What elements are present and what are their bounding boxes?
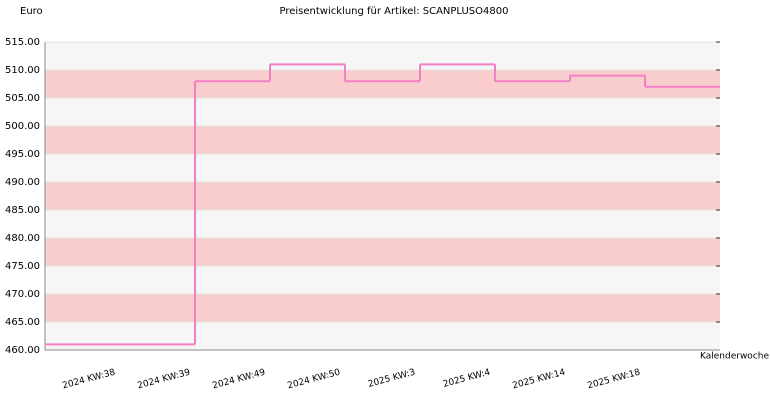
y-tick-label: 500.00: [5, 121, 40, 132]
y-axis-label: Euro: [20, 6, 43, 17]
chart-title: Preisentwicklung für Artikel: SCANPLUSO4…: [280, 6, 509, 17]
y-tick-label: 470.00: [5, 289, 40, 300]
y-tick-label: 510.00: [5, 65, 40, 76]
y-tick-label: 460.00: [5, 345, 40, 356]
y-tick-label: 465.00: [5, 317, 40, 328]
x-axis-label: Kalenderwoche: [700, 352, 769, 362]
y-tick-label: 495.00: [5, 149, 40, 160]
y-tick-label: 490.00: [5, 177, 40, 188]
band: [45, 70, 720, 98]
y-tick-label: 515.00: [5, 37, 40, 48]
band: [45, 266, 720, 294]
x-tick-label: 2024 KW:50: [286, 368, 341, 392]
y-tick-label: 475.00: [5, 261, 40, 272]
band: [45, 154, 720, 182]
x-tick-label: 2024 KW:49: [211, 368, 266, 392]
band: [45, 126, 720, 154]
x-tick-label: 2025 KW:14: [511, 368, 566, 392]
y-tick-label: 480.00: [5, 233, 40, 244]
band: [45, 42, 720, 70]
x-tick-label: 2024 KW:38: [61, 368, 116, 392]
x-tick-label: 2025 KW:3: [367, 368, 416, 390]
band: [45, 210, 720, 238]
band: [45, 98, 720, 126]
band: [45, 294, 720, 322]
band: [45, 238, 720, 266]
y-tick-label: 505.00: [5, 93, 40, 104]
y-tick-label: 485.00: [5, 205, 40, 216]
x-tick-label: 2025 KW:18: [586, 368, 641, 392]
band: [45, 322, 720, 350]
x-tick-label: 2025 KW:4: [442, 368, 492, 390]
x-tick-label: 2024 KW:39: [136, 368, 191, 392]
band: [45, 182, 720, 210]
